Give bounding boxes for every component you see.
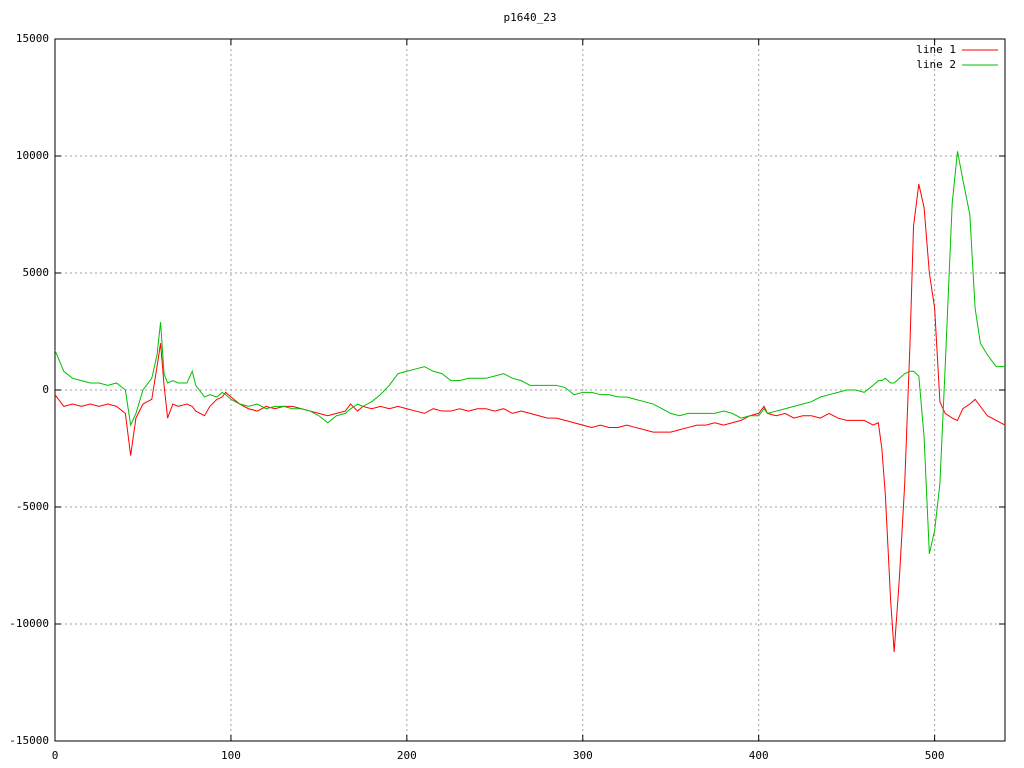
x-tick-label: 100 [221,749,241,762]
legend-label: line 2 [916,58,956,71]
data-line [54,183,1006,653]
legend-label: line 1 [916,43,956,56]
y-tick-label: 10000 [16,149,49,162]
x-tick-label: 400 [749,749,769,762]
y-tick-label: 15000 [16,32,49,45]
x-tick-label: 500 [925,749,945,762]
plot-frame [54,38,1006,742]
y-tick-label: -5000 [16,500,49,513]
x-tick-label: 200 [397,749,417,762]
data-line [54,151,1005,554]
y-tick-label: 0 [42,383,49,396]
y-tick-label: -10000 [9,617,49,630]
x-tick-label: 0 [52,749,59,762]
y-tick-label: 5000 [23,266,50,279]
y-tick-label: -15000 [9,734,49,747]
x-tick-label: 300 [573,749,593,762]
chart-title: p1640_23 [504,11,557,24]
